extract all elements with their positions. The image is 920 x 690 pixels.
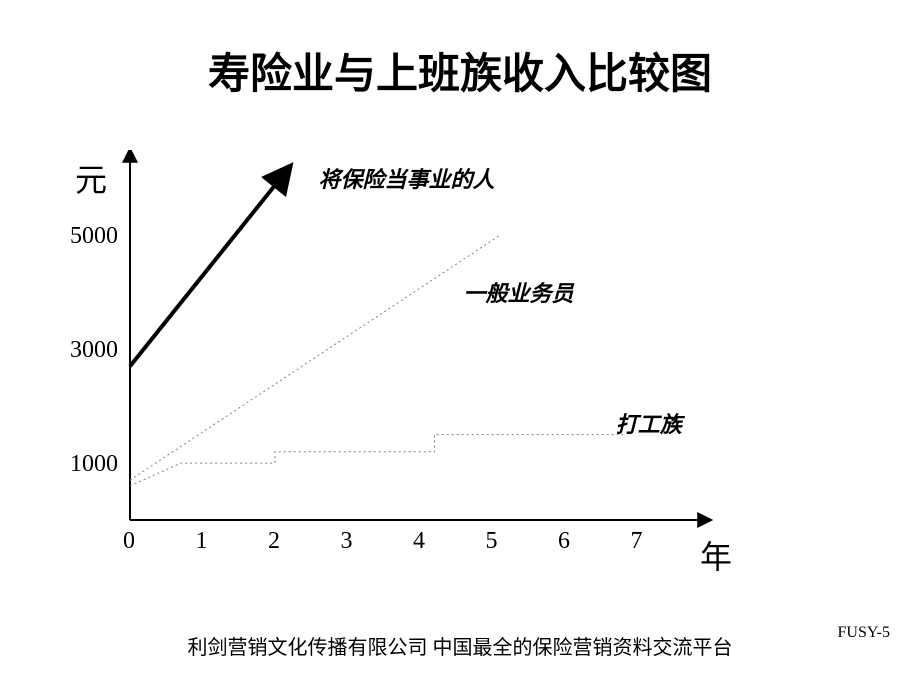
series-label-career: 将保险当事业的人 [319, 162, 495, 194]
series-regular_sales [130, 235, 500, 480]
x-axis-title: 年 [700, 532, 732, 578]
x-tick-7: 7 [631, 528, 643, 555]
y-tick-5000: 5000 [70, 223, 118, 250]
x-tick-3: 3 [341, 528, 353, 555]
x-tick-0: 0 [123, 528, 135, 555]
y-tick-1000: 1000 [70, 451, 118, 478]
y-axis-title: 元 [75, 155, 107, 201]
page-id: FUSY-5 [838, 624, 890, 642]
series-label-regular_sales: 一般业务员 [464, 276, 574, 308]
footer-text: 利剑营销文化传播有限公司 中国最全的保险营销资料交流平台 [0, 631, 920, 660]
chart-title: 寿险业与上班族收入比较图 [0, 40, 920, 101]
x-tick-1: 1 [196, 528, 208, 555]
series-career [130, 167, 290, 366]
x-tick-6: 6 [558, 528, 570, 555]
y-tick-3000: 3000 [70, 337, 118, 364]
x-tick-4: 4 [413, 528, 425, 555]
x-tick-5: 5 [486, 528, 498, 555]
chart-area: 元年10003000500001234567将保险当事业的人一般业务员打工族 [60, 150, 780, 560]
series-worker [130, 435, 623, 486]
series-label-worker: 打工族 [616, 407, 682, 439]
chart-svg [60, 150, 780, 560]
x-tick-2: 2 [268, 528, 280, 555]
